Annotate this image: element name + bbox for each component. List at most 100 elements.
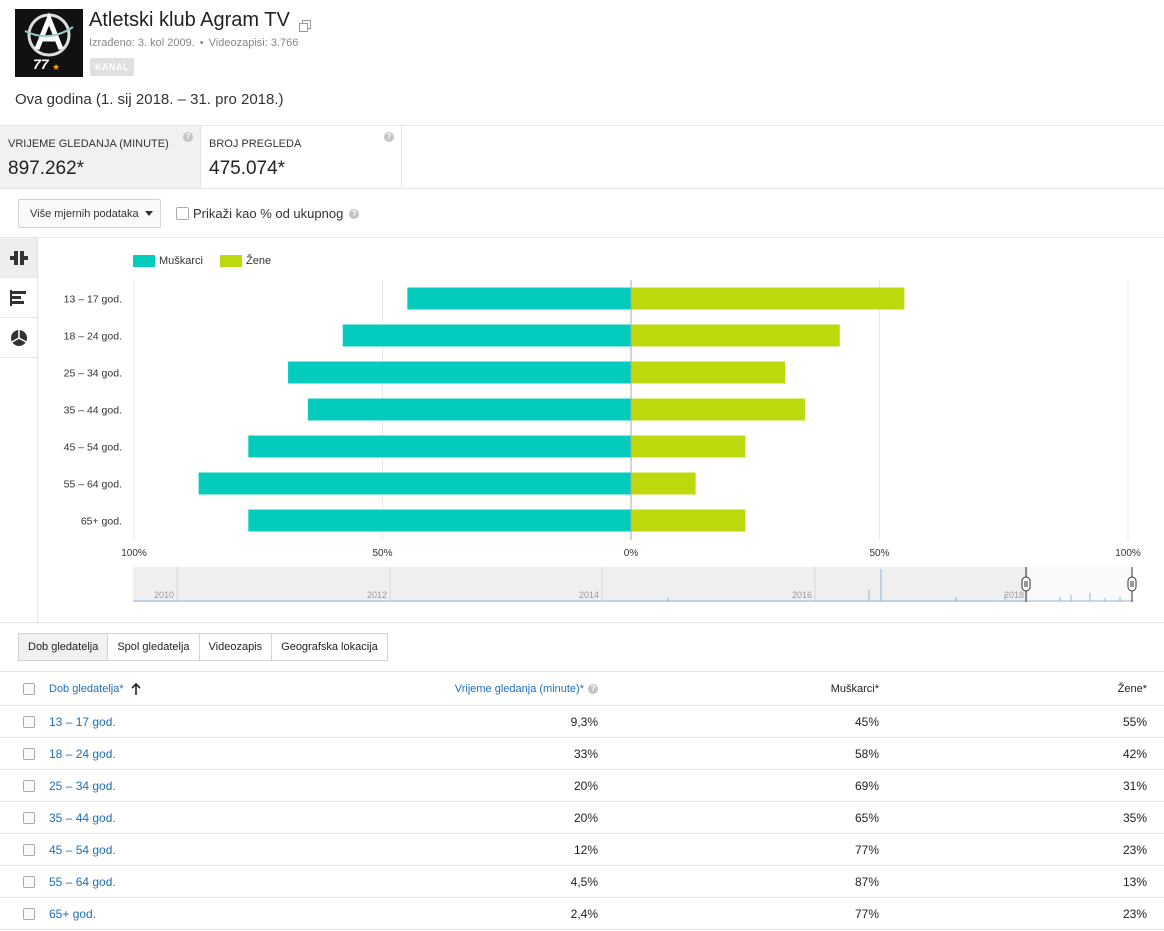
table-header-row: Dob gledatelja* Vrijeme gledanja (minute… xyxy=(0,671,1164,706)
created-date: Izrađeno: 3. kol 2009. xyxy=(89,37,195,49)
metric-cards: VRIJEME GLEDANJA (MINUTE) 897.262* ? BRO… xyxy=(0,125,1164,189)
avatar-text: 77 xyxy=(33,56,50,72)
channel-name[interactable]: Atletski klub Agram TV xyxy=(89,9,290,31)
cell-age-link[interactable]: 55 – 64 god. xyxy=(49,875,116,889)
cell-watch-time: 2,4% xyxy=(570,907,598,921)
cell-age-link[interactable]: 18 – 24 god. xyxy=(49,747,116,761)
x-tick-label: 50% xyxy=(372,548,392,559)
bar-male xyxy=(342,324,631,347)
legend-item-male[interactable]: Muškarci xyxy=(133,255,203,267)
help-icon[interactable]: ? xyxy=(349,208,360,219)
row-checkbox[interactable] xyxy=(23,844,35,856)
y-category-label: 13 – 17 god. xyxy=(64,294,122,306)
metric-label: VRIJEME GLEDANJA (MINUTE) xyxy=(8,138,169,150)
external-link-icon[interactable] xyxy=(298,15,311,32)
cell-male: 87% xyxy=(854,875,879,889)
table-row: 25 – 34 god. 20% 69% 31% xyxy=(0,770,1164,802)
cell-age-link[interactable]: 35 – 44 god. xyxy=(49,811,116,825)
channel-logo-icon: 77 ★ xyxy=(15,9,83,77)
show-percent-label: Prikaži kao % od ukupnog xyxy=(193,206,344,221)
bar-male xyxy=(198,472,632,495)
column-header-female[interactable]: Žene* xyxy=(1117,683,1147,695)
tab-video[interactable]: Videozapis xyxy=(198,633,273,661)
timeline-year-label: 2010 xyxy=(154,590,174,600)
column-header-male[interactable]: Muškarci* xyxy=(830,683,879,695)
data-table: Dob gledatelja* Vrijeme gledanja (minute… xyxy=(0,671,1164,930)
cell-watch-time: 9,3% xyxy=(570,715,598,729)
chart-type-pie-button[interactable] xyxy=(0,318,37,358)
more-metrics-button[interactable]: Više mjernih podataka xyxy=(18,199,161,228)
cell-female: 23% xyxy=(1122,907,1147,921)
legend-label: Žene xyxy=(246,255,272,267)
timeline-year-label: 2014 xyxy=(579,590,599,600)
table-row: 55 – 64 god. 4,5% 87% 13% xyxy=(0,866,1164,898)
cell-age-link[interactable]: 45 – 54 god. xyxy=(49,843,116,857)
show-percent-toggle[interactable]: Prikaži kao % od ukupnog ? xyxy=(176,206,360,221)
show-percent-checkbox[interactable] xyxy=(176,207,189,220)
bar-female xyxy=(631,509,746,532)
timeline-selection xyxy=(1026,567,1132,602)
table-row: 18 – 24 god. 33% 58% 42% xyxy=(0,738,1164,770)
metric-card-views[interactable]: BROJ PREGLEDA 475.074* ? xyxy=(201,126,402,188)
x-tick-label: 100% xyxy=(121,548,147,559)
x-tick-label: 0% xyxy=(624,548,639,559)
row-checkbox[interactable] xyxy=(23,876,35,888)
cell-male: 58% xyxy=(854,747,879,761)
date-range: Ova godina (1. sij 2018. – 31. pro 2018.… xyxy=(15,91,284,108)
column-header-watch-time[interactable]: Vrijeme gledanja (minute)* ? xyxy=(455,683,598,695)
chart-type-grid-button[interactable] xyxy=(0,238,37,278)
cell-watch-time: 4,5% xyxy=(570,875,598,889)
bar-female xyxy=(631,398,805,421)
cell-age-link[interactable]: 13 – 17 god. xyxy=(49,715,116,729)
svg-text:★: ★ xyxy=(52,63,60,73)
tab-gender[interactable]: Spol gledatelja xyxy=(107,633,200,661)
row-checkbox[interactable] xyxy=(23,908,35,920)
tab-geography[interactable]: Geografska lokacija xyxy=(271,633,388,661)
legend-swatch xyxy=(220,255,243,267)
metric-card-watch-time[interactable]: VRIJEME GLEDANJA (MINUTE) 897.262* ? xyxy=(0,126,201,188)
legend-label: Muškarci xyxy=(159,255,204,267)
cell-age-link[interactable]: 65+ god. xyxy=(49,907,97,921)
y-category-label: 25 – 34 god. xyxy=(64,368,122,380)
cell-watch-time: 12% xyxy=(573,843,598,857)
chart-type-bar-button[interactable] xyxy=(0,278,37,318)
cell-age-link[interactable]: 25 – 34 god. xyxy=(49,779,116,793)
column-header-age[interactable]: Dob gledatelja* xyxy=(49,683,141,695)
row-checkbox[interactable] xyxy=(23,812,35,824)
legend-item-female[interactable]: Žene xyxy=(220,255,271,267)
timeline-handle xyxy=(1127,576,1137,592)
select-all-checkbox[interactable] xyxy=(23,683,35,695)
help-icon[interactable]: ? xyxy=(384,132,394,142)
cell-female: 35% xyxy=(1122,811,1147,825)
chart-legend: Muškarci Žene xyxy=(133,255,288,267)
channel-badge: KANAL xyxy=(90,58,134,76)
report-tabs: Dob gledatelja Spol gledatelja Videozapi… xyxy=(18,633,388,661)
bar-male xyxy=(288,361,631,384)
cell-male: 45% xyxy=(854,715,879,729)
help-icon[interactable]: ? xyxy=(588,684,598,694)
tab-age[interactable]: Dob gledatelja xyxy=(18,633,109,661)
timeline-year-label: 2012 xyxy=(367,590,387,600)
row-checkbox[interactable] xyxy=(23,716,35,728)
table-row: 35 – 44 god. 20% 65% 35% xyxy=(0,802,1164,834)
column-header-label: Vrijeme gledanja (minute)* xyxy=(454,683,584,695)
row-checkbox[interactable] xyxy=(23,748,35,760)
metric-value: 475.074* xyxy=(209,158,286,179)
divider xyxy=(0,237,1164,238)
bar-female xyxy=(631,324,840,347)
y-category-label: 55 – 64 god. xyxy=(64,479,122,491)
y-category-label: 35 – 44 god. xyxy=(64,405,122,417)
help-icon[interactable]: ? xyxy=(183,132,193,142)
bar-female xyxy=(631,361,786,384)
y-category-label: 65+ god. xyxy=(81,516,122,528)
cell-male: 77% xyxy=(854,843,879,857)
bar-male xyxy=(248,509,631,532)
x-tick-label: 50% xyxy=(869,548,889,559)
row-checkbox[interactable] xyxy=(23,780,35,792)
bar-female xyxy=(631,472,696,495)
caret-down-icon xyxy=(144,211,153,216)
cell-watch-time: 20% xyxy=(573,811,598,825)
channel-avatar[interactable]: 77 ★ xyxy=(15,9,83,77)
bar-chart-icon xyxy=(9,289,26,306)
channel-meta: Izrađeno: 3. kol 2009. • Videozapisi: 3.76… xyxy=(89,37,299,49)
